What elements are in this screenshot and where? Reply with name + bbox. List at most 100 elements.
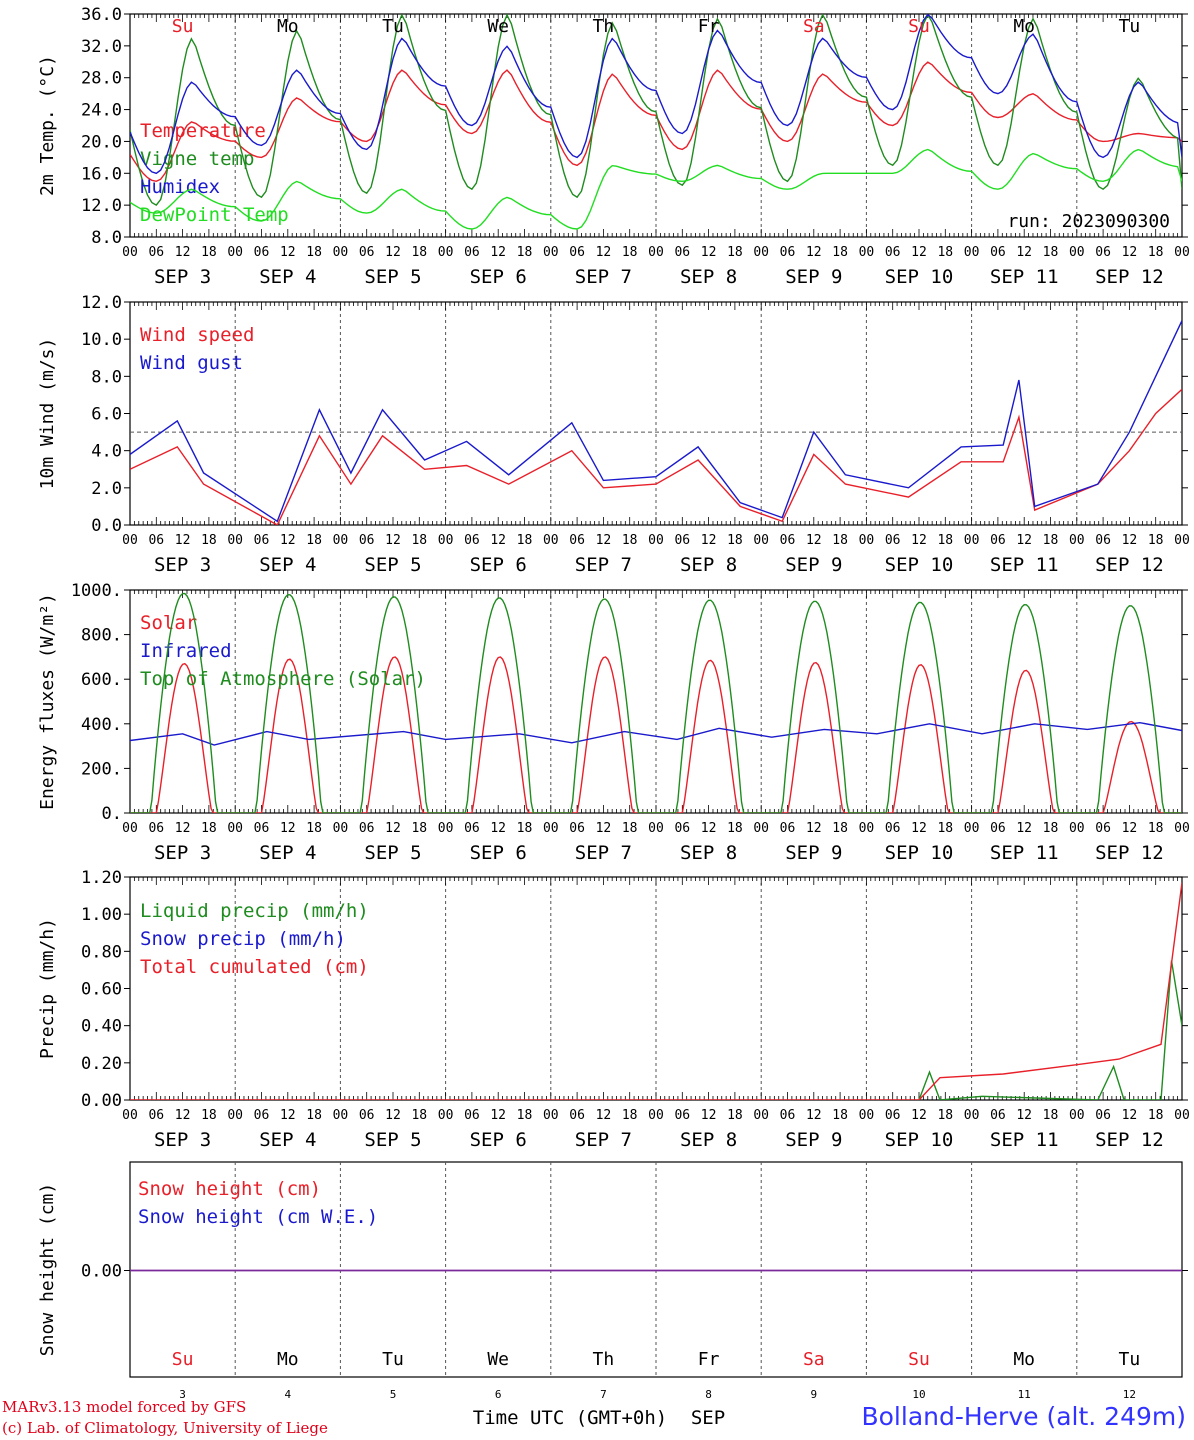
hour-tick-label: 06 bbox=[254, 821, 270, 836]
hour-tick-label: 18 bbox=[937, 533, 953, 548]
hour-tick-label: 12 bbox=[1122, 1108, 1138, 1123]
footer-lab-credit: (c) Lab. of Climatology, University of L… bbox=[2, 1419, 328, 1437]
hour-tick-label: 12 bbox=[1122, 533, 1138, 548]
hour-tick-label: 18 bbox=[1148, 533, 1164, 548]
hour-tick-label: 18 bbox=[727, 533, 743, 548]
hour-tick-label: 18 bbox=[622, 533, 638, 548]
y-axis-label: Energy fluxes (W/m²) bbox=[37, 593, 58, 810]
footer-time-axis-label: Time UTC (GMT+0h) bbox=[473, 1407, 667, 1429]
hour-tick-label: 00 bbox=[122, 533, 138, 548]
hour-tick-label: 12 bbox=[596, 821, 612, 836]
hour-tick-label: 06 bbox=[464, 533, 480, 548]
hour-tick-label: 06 bbox=[569, 1108, 585, 1123]
legend-entry: Snow precip (mm/h) bbox=[140, 928, 346, 950]
y-tick-label: 400. bbox=[81, 715, 122, 735]
date-label: SEP 9 bbox=[785, 842, 842, 864]
legend-entry: Snow height (cm) bbox=[138, 1178, 321, 1200]
hour-tick-label: 00 bbox=[964, 533, 980, 548]
hour-tick-label: 00 bbox=[227, 245, 243, 260]
series-line-wind-speed bbox=[130, 388, 1182, 525]
hour-tick-label: 00 bbox=[438, 821, 454, 836]
footer-day-number: 7 bbox=[600, 1388, 607, 1401]
date-label: SEP 11 bbox=[990, 1129, 1059, 1151]
hour-tick-label: 12 bbox=[490, 245, 506, 260]
weekday-label: Su bbox=[172, 16, 194, 37]
y-tick-label: 1.00 bbox=[81, 905, 122, 925]
date-label: SEP 5 bbox=[364, 554, 421, 576]
hour-tick-label: 00 bbox=[438, 533, 454, 548]
date-label: SEP 7 bbox=[575, 1129, 632, 1151]
hour-tick-label: 12 bbox=[280, 245, 296, 260]
date-label: SEP 11 bbox=[990, 554, 1059, 576]
hour-tick-label: 00 bbox=[964, 1108, 980, 1123]
weekday-label: Fr bbox=[698, 1349, 720, 1370]
y-tick-label: 24.0 bbox=[81, 101, 122, 121]
series-line-vigne-temp bbox=[130, 14, 1182, 207]
weekday-label: Mo bbox=[1013, 1349, 1035, 1370]
hour-tick-label: 12 bbox=[280, 821, 296, 836]
hour-tick-label: 18 bbox=[517, 245, 533, 260]
hour-tick-label: 06 bbox=[885, 245, 901, 260]
weekday-label: Su bbox=[908, 16, 930, 37]
legend-entry: Solar bbox=[140, 612, 197, 634]
hour-tick-label: 12 bbox=[701, 533, 717, 548]
hour-tick-label: 00 bbox=[543, 245, 559, 260]
date-label: SEP 8 bbox=[680, 554, 737, 576]
hour-tick-label: 06 bbox=[359, 1108, 375, 1123]
y-axis-label: 2m Temp. (°C) bbox=[37, 55, 58, 196]
date-label: SEP 8 bbox=[680, 266, 737, 288]
date-label: SEP 10 bbox=[885, 554, 954, 576]
hour-tick-label: 00 bbox=[1174, 821, 1190, 836]
series-line-solar bbox=[130, 656, 1182, 813]
hour-tick-label: 18 bbox=[937, 1108, 953, 1123]
hour-tick-label: 00 bbox=[1069, 245, 1085, 260]
weekday-label: Su bbox=[172, 1349, 194, 1370]
legend-entry: DewPoint Temp bbox=[140, 204, 289, 226]
hour-tick-label: 18 bbox=[517, 1108, 533, 1123]
weekday-label: Mo bbox=[277, 1349, 299, 1370]
legend-entry: Liquid precip (mm/h) bbox=[140, 900, 369, 922]
hour-tick-label: 00 bbox=[1174, 1108, 1190, 1123]
footer-day-number: 8 bbox=[705, 1388, 712, 1401]
hour-tick-label: 00 bbox=[859, 245, 875, 260]
hour-tick-label: 18 bbox=[201, 245, 217, 260]
date-label: SEP 5 bbox=[364, 842, 421, 864]
hour-tick-label: 06 bbox=[990, 821, 1006, 836]
hour-tick-label: 06 bbox=[148, 245, 164, 260]
y-tick-label: 6.0 bbox=[91, 405, 122, 425]
panel-precip: 00 06 12 18 00 06 12 18 00 06 12 18 00 06 12 18 00 06 12 18… bbox=[37, 868, 1190, 1151]
hour-tick-label: 12 bbox=[175, 245, 191, 260]
hour-tick-label: 12 bbox=[701, 821, 717, 836]
date-label: SEP 10 bbox=[885, 842, 954, 864]
hour-tick-label: 06 bbox=[780, 245, 796, 260]
hour-tick-label: 06 bbox=[1095, 245, 1111, 260]
hour-tick-label: 12 bbox=[175, 1108, 191, 1123]
hour-tick-label: 06 bbox=[464, 245, 480, 260]
y-tick-label: 0. bbox=[102, 804, 122, 824]
hour-tick-label: 06 bbox=[885, 1108, 901, 1123]
hour-tick-label: 06 bbox=[780, 1108, 796, 1123]
series-line-total-cumulated-cm- bbox=[130, 882, 1182, 1100]
hour-tick-label: 18 bbox=[201, 533, 217, 548]
hour-tick-label: 06 bbox=[569, 533, 585, 548]
date-label: SEP 8 bbox=[680, 1129, 737, 1151]
hour-tick-label: 12 bbox=[490, 821, 506, 836]
y-tick-label: 8.0 bbox=[91, 367, 122, 387]
hour-tick-label: 12 bbox=[385, 1108, 401, 1123]
hour-tick-label: 06 bbox=[464, 821, 480, 836]
legend-entry: Wind gust bbox=[140, 352, 243, 374]
date-label: SEP 7 bbox=[575, 266, 632, 288]
footer-model-credit: MARv3.13 model forced by GFS bbox=[2, 1398, 247, 1416]
hour-tick-label: 06 bbox=[148, 821, 164, 836]
hour-tick-label: 00 bbox=[753, 821, 769, 836]
hour-tick-label: 18 bbox=[1148, 821, 1164, 836]
date-label: SEP 4 bbox=[259, 842, 316, 864]
legend-entry: Total cumulated (cm) bbox=[140, 956, 369, 978]
y-tick-label: 0.80 bbox=[81, 942, 122, 962]
hour-tick-label: 06 bbox=[1095, 533, 1111, 548]
hour-tick-label: 06 bbox=[1095, 821, 1111, 836]
hour-tick-label: 00 bbox=[438, 1108, 454, 1123]
y-tick-label: 16.0 bbox=[81, 164, 122, 184]
y-tick-label: 32.0 bbox=[81, 37, 122, 57]
hour-tick-label: 00 bbox=[122, 821, 138, 836]
